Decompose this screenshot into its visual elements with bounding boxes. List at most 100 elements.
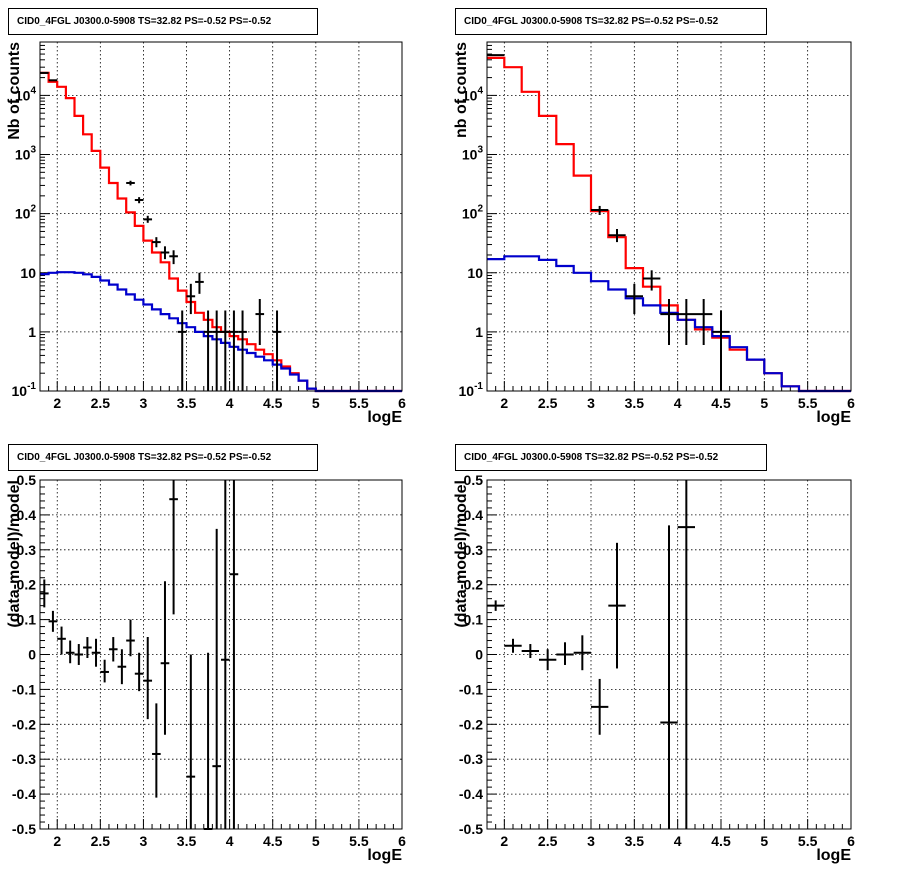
plot-frame bbox=[486, 479, 852, 830]
plot-top-left: 2 2.5 3 3.5 4 4.5 5 5.5 6 10-1 1 10 102 103 104 logE Nb … bbox=[6, 41, 406, 426]
data-point bbox=[91, 638, 101, 667]
x-tick-label: 2.5 bbox=[91, 833, 111, 849]
y-axis-label: (data-model)/model bbox=[6, 480, 23, 628]
y-tick-label: 0.5 bbox=[17, 472, 37, 488]
data-point bbox=[591, 678, 609, 735]
x-tick-label: 2.5 bbox=[91, 395, 111, 411]
x-tick-label: 3.5 bbox=[625, 395, 645, 411]
plot-frame bbox=[486, 41, 852, 392]
x-tick-label: 3.5 bbox=[177, 395, 197, 411]
y-tick-label: -0.2 bbox=[12, 716, 36, 732]
series-source_model-line bbox=[487, 255, 851, 393]
y-tick-label: -0.5 bbox=[459, 821, 483, 837]
data-point bbox=[677, 298, 695, 345]
series-source_model-line bbox=[40, 271, 402, 393]
data-point bbox=[160, 581, 170, 735]
data-point bbox=[712, 310, 730, 391]
y-tick-label: 10-1 bbox=[459, 381, 484, 399]
plot-frame bbox=[39, 41, 403, 392]
title-box-top-right: CID0_4FGL J0300.0-5908 TS=32.82 PS=-0.52… bbox=[455, 8, 767, 35]
plot-top-right: 2 2.5 3 3.5 4 4.5 5 5.5 6 10-1 1 10 102 103 104 logE nb … bbox=[453, 41, 855, 426]
data-point bbox=[48, 79, 58, 82]
data-point bbox=[83, 637, 92, 658]
x-tick-label: 4.5 bbox=[711, 395, 731, 411]
y-tick-label: -0.4 bbox=[459, 786, 483, 802]
data-point bbox=[660, 525, 678, 829]
y-tick-label: 0.5 bbox=[464, 472, 484, 488]
y-tick-label: -0.2 bbox=[459, 716, 483, 732]
y-tick-label: 103 bbox=[462, 145, 484, 163]
data-point bbox=[221, 310, 230, 391]
x-tick-label: 2 bbox=[500, 395, 508, 411]
plot-frame bbox=[39, 479, 403, 830]
x-axis-label: logE bbox=[816, 847, 851, 864]
y-tick-label: 0.1 bbox=[17, 612, 37, 628]
data-point bbox=[108, 637, 118, 662]
y-tick-label: 104 bbox=[462, 85, 484, 103]
y-tick-label: -0.3 bbox=[459, 751, 483, 767]
x-tick-label: 6 bbox=[398, 395, 406, 411]
y-axis-label: nb of counts bbox=[453, 42, 470, 138]
x-tick-label: 5 bbox=[312, 833, 320, 849]
x-tick-label: 5 bbox=[760, 833, 768, 849]
data-point bbox=[186, 654, 196, 829]
data-point bbox=[573, 635, 591, 671]
y-tick-label: 0.4 bbox=[17, 507, 37, 523]
y-tick-label: 102 bbox=[15, 204, 37, 222]
data-point bbox=[160, 246, 170, 260]
y-axis-label: (data-model)/model bbox=[453, 480, 470, 628]
data-point bbox=[126, 619, 135, 657]
y-tick-label: 0.2 bbox=[464, 577, 484, 593]
data-point bbox=[229, 480, 239, 829]
y-tick-label: -0.4 bbox=[12, 786, 36, 802]
data-point bbox=[169, 480, 178, 615]
y-tick-label: 0.1 bbox=[464, 612, 484, 628]
y-tick-label: 10 bbox=[467, 265, 483, 281]
x-tick-label: 3 bbox=[587, 395, 595, 411]
y-tick-label: -0.1 bbox=[12, 681, 36, 697]
x-tick-label: 3 bbox=[140, 395, 148, 411]
data-point bbox=[203, 310, 213, 391]
y-tick-label: 0.3 bbox=[464, 542, 484, 558]
data-point bbox=[539, 649, 557, 671]
x-tick-label: 5.5 bbox=[798, 395, 818, 411]
data-point bbox=[100, 659, 109, 683]
data-point bbox=[521, 644, 539, 658]
data-point bbox=[57, 626, 66, 655]
y-tick-label: 0.3 bbox=[17, 542, 37, 558]
x-axis-label: logE bbox=[367, 847, 402, 864]
data-point bbox=[203, 652, 213, 830]
data-point bbox=[134, 197, 144, 204]
data-point bbox=[504, 638, 522, 653]
x-tick-label: 5.5 bbox=[349, 395, 369, 411]
data-point bbox=[74, 644, 84, 665]
x-axis-label: logE bbox=[367, 409, 402, 426]
title-box-bottom-right: CID0_4FGL J0300.0-5908 TS=32.82 PS=-0.52… bbox=[455, 444, 767, 471]
data-point bbox=[255, 298, 265, 345]
data-point bbox=[643, 270, 661, 291]
y-tick-label: -0.1 bbox=[459, 681, 483, 697]
y-tick-label: 0.4 bbox=[464, 507, 484, 523]
x-tick-label: 4 bbox=[226, 395, 234, 411]
data-point bbox=[608, 228, 626, 243]
x-tick-label: 6 bbox=[398, 833, 406, 849]
x-tick-label: 2.5 bbox=[538, 395, 558, 411]
title-box-top-left: CID0_4FGL J0300.0-5908 TS=32.82 PS=-0.52… bbox=[8, 8, 318, 35]
data-point bbox=[229, 310, 239, 391]
y-tick-label: -0.3 bbox=[12, 751, 36, 767]
title-box-bottom-left: CID0_4FGL J0300.0-5908 TS=32.82 PS=-0.52… bbox=[8, 444, 318, 471]
y-tick-label: 104 bbox=[15, 85, 37, 103]
x-tick-label: 3 bbox=[587, 833, 595, 849]
x-tick-label: 5.5 bbox=[798, 833, 818, 849]
x-tick-label: 2.5 bbox=[538, 833, 558, 849]
x-tick-label: 3 bbox=[140, 833, 148, 849]
data-point bbox=[660, 298, 678, 345]
data-point bbox=[238, 310, 247, 391]
plot-bottom-left: 2 2.5 3 3.5 4 4.5 5 5.5 6 -0.5 -0.4 -0.3 -0.2 -0.1 0 0.… bbox=[6, 472, 406, 864]
x-tick-label: 2 bbox=[53, 395, 61, 411]
data-point bbox=[591, 205, 609, 215]
data-point bbox=[126, 180, 135, 186]
data-point bbox=[221, 480, 230, 829]
data-point bbox=[212, 310, 221, 391]
data-point bbox=[608, 542, 626, 669]
